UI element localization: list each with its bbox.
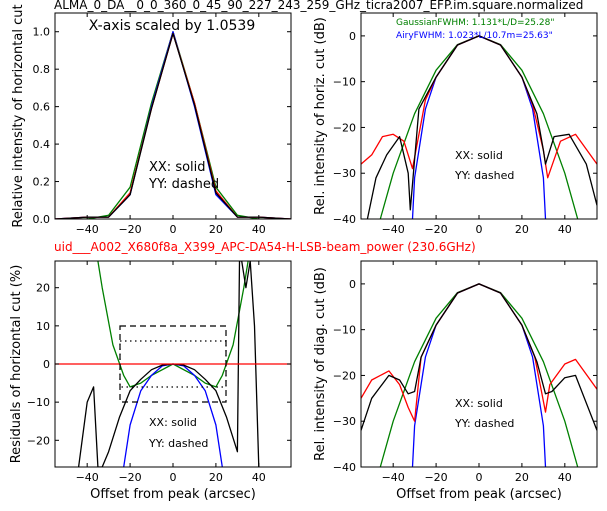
- y-tick-label: −40: [333, 461, 356, 474]
- yy-legend: YY: dashed: [148, 177, 219, 192]
- x-axis-label: Offset from peak (arcsec): [90, 487, 256, 502]
- x-tick-label: 40: [558, 223, 572, 236]
- top-title: ALMA_0_DA__0_0_360_0_45_90_227_243_259_G…: [54, 0, 583, 12]
- x-axis-label: Offset from peak (arcsec): [396, 487, 562, 502]
- x-tick-label: −20: [424, 471, 447, 484]
- y-axis-label: Rel. intensity of horiz. cut (dB): [313, 17, 328, 215]
- airy-fwhm-note: AiryFWHM: 1.023*L/10.7m=25.63": [396, 31, 553, 41]
- y-tick-label: −30: [333, 167, 356, 180]
- mid-title: uid___A002_X680f8a_X399_APC-DA54-H-LSB-b…: [54, 240, 476, 254]
- y-axis-label: Relative intensity of horizontal cut: [11, 4, 26, 227]
- y-tick-label: 0.0: [33, 213, 51, 226]
- yy-legend: YY: dashed: [148, 437, 208, 450]
- panel-bottom-left: −40 −20 0 20 40 20 10 0 −10 −20 XX: solid YY: das…: [9, 260, 292, 502]
- tick-group: −40 −20 0 20 40 0.0 0.2 0.4 0.6 0.8 1.0: [33, 13, 291, 236]
- y-tick-label: 0.4: [33, 138, 51, 151]
- scale-annotation: X-axis scaled by 1.0539: [89, 18, 255, 34]
- y-tick-label: −40: [333, 213, 356, 226]
- gaussian-fwhm-note: GaussianFWHM: 1.131*L/D=25.28": [396, 18, 554, 28]
- yy-legend: YY: dashed: [454, 169, 514, 182]
- yy-legend: YY: dashed: [454, 417, 514, 430]
- y-tick-label: −20: [333, 121, 356, 134]
- y-tick-label: −20: [333, 369, 356, 382]
- x-tick-label: 40: [252, 471, 266, 484]
- x-tick-label: 20: [209, 223, 223, 236]
- y-axis-label: Residuals of horizontal cut (%): [9, 265, 24, 464]
- y-tick-label: 20: [36, 282, 50, 295]
- series-line-0: [379, 35, 579, 219]
- x-tick-label: −40: [382, 471, 405, 484]
- y-tick-label: 0: [349, 278, 356, 291]
- x-tick-label: 0: [476, 223, 483, 236]
- panel-top-right: −40 −20 0 20 40 0 −10 −20 −30 −40 GaussianFWHM: 1…: [313, 12, 598, 236]
- x-tick-label: 40: [252, 223, 266, 236]
- series-line-3: [366, 35, 597, 219]
- panel-top-left: −40 −20 0 20 40 0.0 0.2 0.4 0.6 0.8 1.0 X-axis sca…: [11, 4, 292, 236]
- x-tick-label: 20: [515, 223, 529, 236]
- series-line-0: [379, 283, 579, 467]
- xx-legend: XX: solid: [149, 160, 206, 175]
- y-tick-label: 0: [349, 30, 356, 43]
- x-tick-label: 0: [170, 471, 177, 484]
- y-tick-label: 0.6: [33, 101, 51, 114]
- x-tick-label: 40: [558, 471, 572, 484]
- series-group: [361, 283, 597, 467]
- tick-group: −40 −20 0 20 40 0 −10 −20 −30 −40: [333, 13, 597, 236]
- y-axis-label: Rel. intensity of diag. cut (dB): [313, 267, 328, 461]
- x-tick-label: −40: [76, 223, 99, 236]
- axes-frame: [360, 260, 598, 468]
- series-line-1: [411, 283, 547, 467]
- y-tick-label: −20: [27, 434, 50, 447]
- y-tick-label: −10: [333, 76, 356, 89]
- x-tick-label: 20: [209, 471, 223, 484]
- y-tick-label: −10: [27, 396, 50, 409]
- y-tick-label: −10: [333, 324, 356, 337]
- y-tick-label: 0.2: [33, 176, 51, 189]
- xx-legend: XX: solid: [149, 416, 197, 429]
- series-line-3: [361, 283, 597, 431]
- x-tick-label: 0: [170, 223, 177, 236]
- series-line-1: [411, 35, 547, 219]
- tolerance-boxes: [119, 325, 227, 403]
- dotted-box: [119, 340, 227, 388]
- axes-frame: [360, 12, 598, 220]
- series-group: [55, 31, 291, 219]
- x-tick-label: 20: [515, 471, 529, 484]
- y-tick-label: 1.0: [33, 26, 51, 39]
- xx-legend: XX: solid: [455, 397, 503, 410]
- x-tick-label: −40: [76, 471, 99, 484]
- xx-legend: XX: solid: [455, 149, 503, 162]
- series-line-3: [55, 32, 291, 219]
- y-tick-label: 10: [36, 320, 50, 333]
- x-tick-label: −20: [118, 223, 141, 236]
- y-tick-label: 0: [43, 358, 50, 371]
- x-tick-label: −20: [424, 223, 447, 236]
- panel-bottom-right: −40 −20 0 20 40 0 −10 −20 −30 −40 XX: solid YY: d…: [313, 260, 598, 502]
- x-tick-label: −40: [382, 223, 405, 236]
- x-tick-label: 0: [476, 471, 483, 484]
- tick-group: −40 −20 0 20 40 0 −10 −20 −30 −40: [333, 261, 597, 484]
- y-tick-label: −30: [333, 415, 356, 428]
- series-group: [361, 35, 597, 219]
- tick-group: −40 −20 0 20 40 20 10 0 −10 −20: [27, 261, 291, 484]
- x-tick-label: −20: [118, 471, 141, 484]
- y-tick-label: 0.8: [33, 63, 51, 76]
